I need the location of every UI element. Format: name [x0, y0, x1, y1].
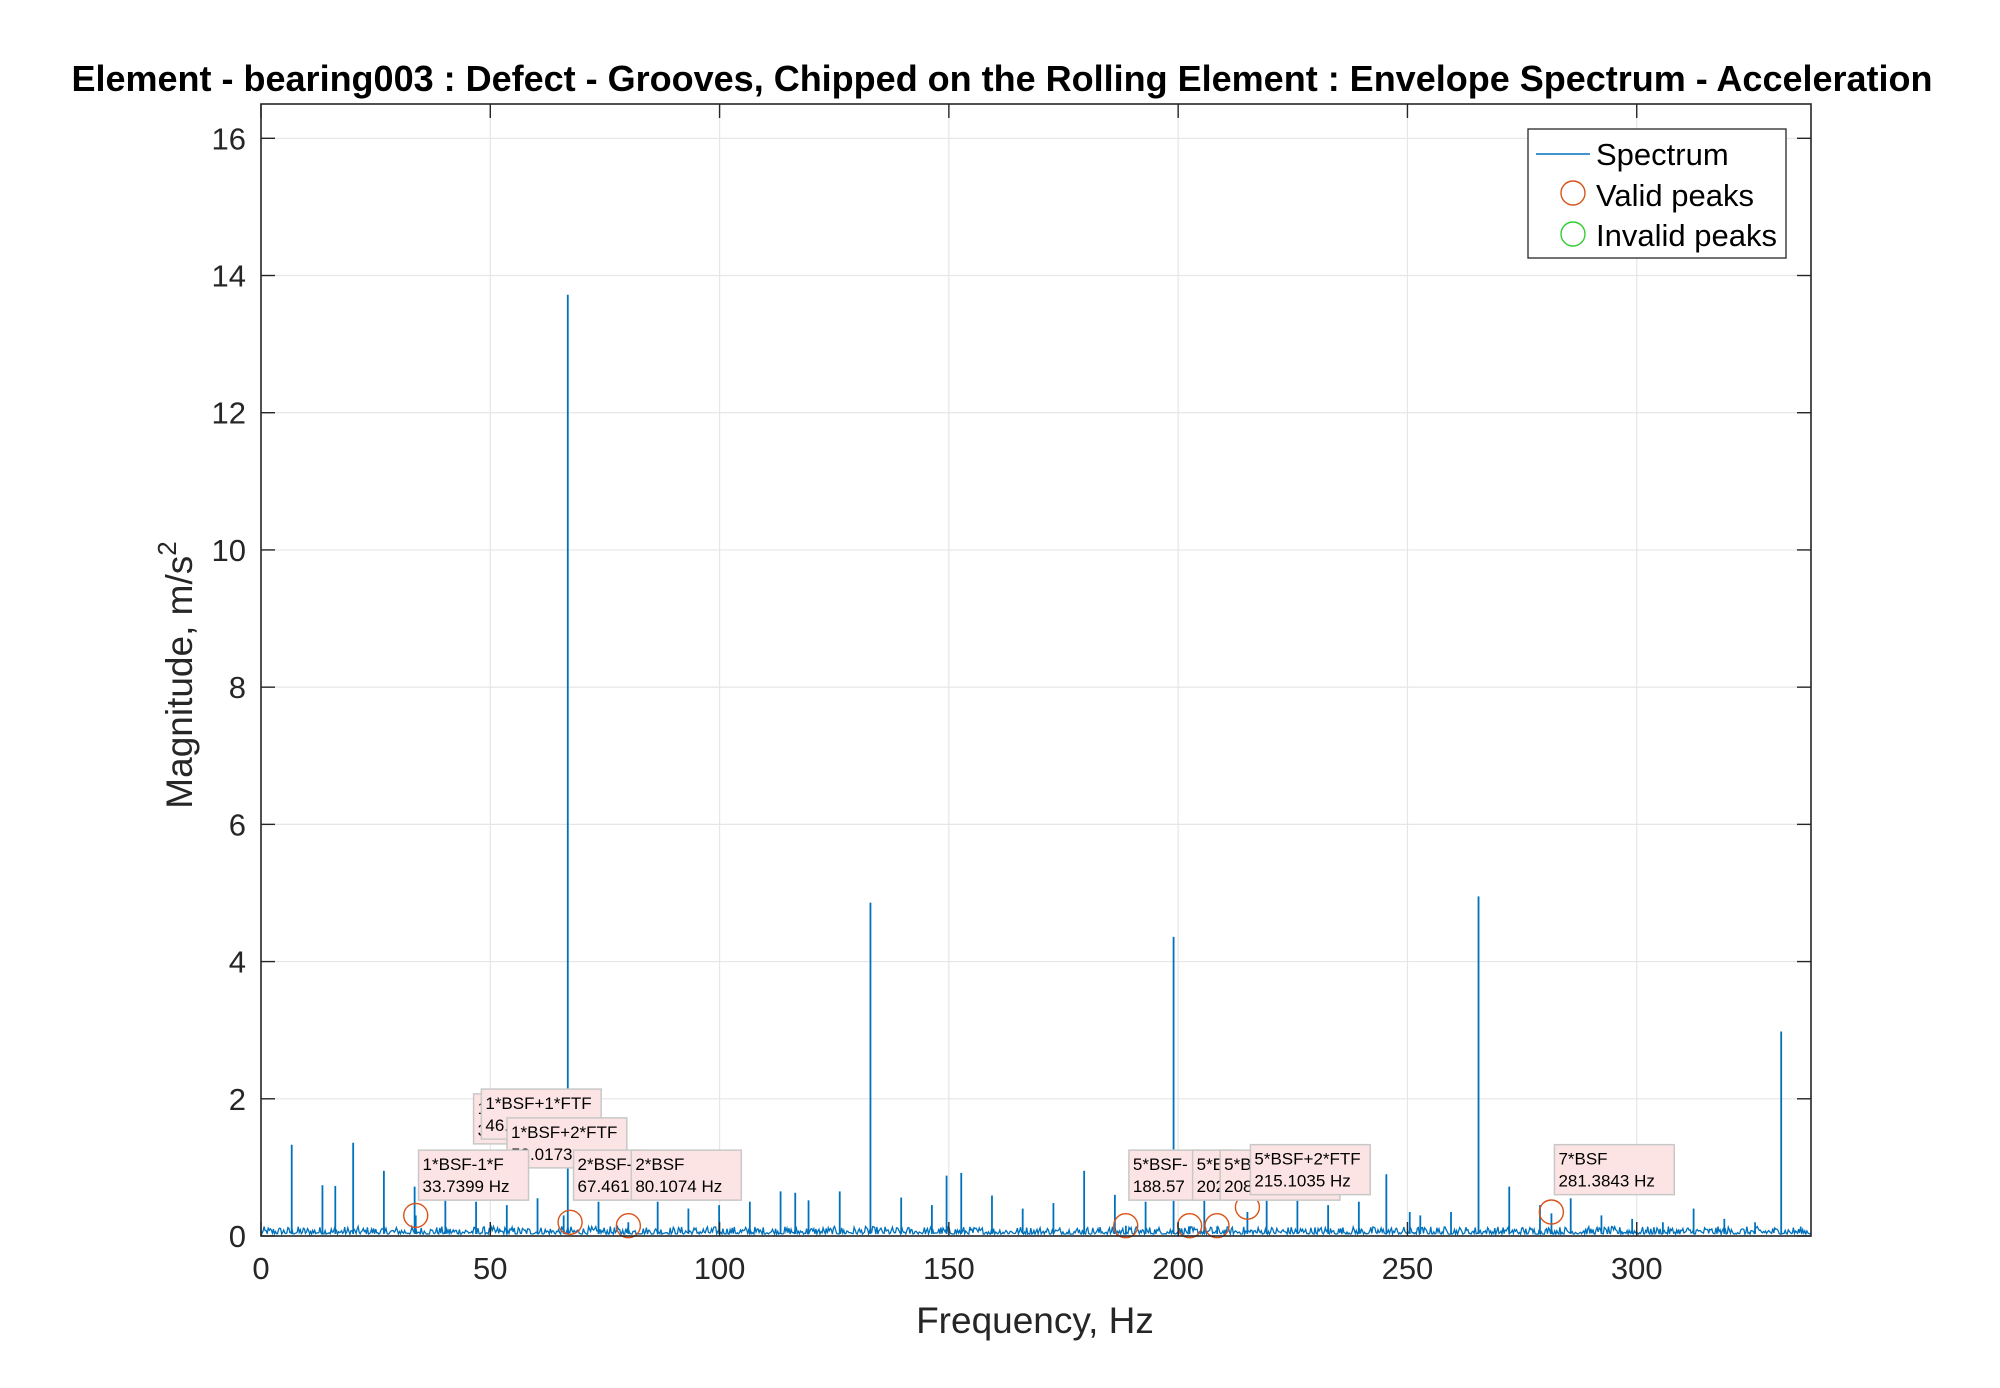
x-tick-label: 150 — [923, 1251, 975, 1286]
y-tick-label: 8 — [229, 670, 246, 705]
x-tick-label: 200 — [1152, 1251, 1204, 1286]
axis-ticks: 0 50 100 150 200 250 300 0 2 4 6 8 10 12 14 16 — [212, 104, 1811, 1286]
legend-item-invalid-peaks: Invalid peaks — [1596, 218, 1777, 253]
y-axis-label: Magnitude, m/s2 — [152, 541, 200, 808]
peak-annotation: 2*BSF 80.1074 Hz — [630, 1149, 743, 1201]
annotation-frequency: 46. — [485, 1116, 509, 1135]
annotation-label: 2*BSF — [635, 1155, 684, 1174]
annotation-label: 5*B — [1224, 1155, 1251, 1174]
annotation-frequency: 67.461 — [578, 1177, 630, 1196]
annotation-frequency: 202 — [1197, 1177, 1225, 1196]
annotation-box — [1553, 1143, 1675, 1196]
legend-invalid-circle-icon — [1560, 221, 1586, 247]
annotation-label: 1*BSF+1*FTF — [485, 1094, 591, 1113]
legend: Spectrum Valid peaks Invalid peaks — [1527, 128, 1787, 259]
annotation-label: 1*BSF+2*FTF — [511, 1123, 617, 1142]
annotation-label: 7*BSF — [1558, 1150, 1607, 1169]
valid-peak-marker — [1176, 1213, 1203, 1239]
valid-peak-marker — [1204, 1213, 1230, 1239]
x-tick-label: 250 — [1382, 1251, 1434, 1286]
plot-area — [260, 103, 1812, 1237]
x-tick-label: 100 — [694, 1251, 746, 1286]
peak-annotation: 7*BSF 281.3843 Hz — [1553, 1143, 1675, 1196]
y-tick-label: 6 — [229, 807, 246, 842]
x-tick-label: 0 — [252, 1251, 269, 1286]
valid-peak-marker — [557, 1209, 583, 1235]
y-tick-label: 14 — [212, 259, 246, 294]
x-axis-label: Frequency, Hz — [916, 1300, 1154, 1341]
annotation-box — [1249, 1143, 1371, 1196]
annotation-frequency: 281.3843 Hz — [1558, 1172, 1654, 1191]
peak-annotation: 1*BSF-1*F 33.7399 Hz — [417, 1149, 530, 1201]
annotation-frequency: 188.57 — [1133, 1177, 1185, 1196]
annotation-frequency: 33.7399 Hz — [423, 1177, 510, 1196]
x-tick-label: 300 — [1611, 1251, 1663, 1286]
annotation-label: 5*BSF- — [1133, 1155, 1188, 1174]
legend-item-valid-peaks: Valid peaks — [1596, 178, 1754, 213]
peak-annotation: 5*BSF+2*FTF 215.1035 Hz — [1249, 1143, 1371, 1196]
annotation-label: 2*BSF- — [578, 1155, 633, 1174]
valid-peak-marker — [403, 1202, 429, 1229]
y-tick-label: 0 — [229, 1219, 246, 1254]
y-axis-label-superscript: 2 — [152, 541, 182, 555]
legend-valid-circle-icon — [1560, 180, 1586, 206]
y-tick-label: 12 — [212, 396, 246, 431]
grid — [260, 104, 1811, 1237]
annotation-label: 5*B — [1197, 1155, 1224, 1174]
annotation-label: 1*BSF-1*F — [423, 1155, 504, 1174]
valid-peak-marker — [1538, 1199, 1565, 1225]
y-tick-label: 4 — [229, 945, 246, 980]
annotation-frequency: 215.1035 Hz — [1254, 1172, 1350, 1191]
y-axis-label-text: Magnitude, m/s — [159, 556, 200, 809]
legend-box — [1527, 128, 1787, 259]
spectrum-noise-floor — [260, 1224, 1812, 1237]
legend-item-spectrum: Spectrum — [1596, 137, 1729, 172]
peak-annotation: 5*BSF- 188.57 — [1128, 1149, 1201, 1201]
y-tick-label: 10 — [212, 533, 246, 568]
valid-peak-marker — [615, 1213, 642, 1239]
spectrum-series — [260, 294, 1812, 1237]
valid-peak-markers — [403, 1194, 1565, 1239]
chart-title: Element - bearing003 : Defect - Grooves,… — [71, 58, 1932, 99]
y-tick-label: 2 — [229, 1082, 246, 1117]
y-tick-label: 16 — [212, 121, 246, 156]
annotation-box — [1128, 1149, 1201, 1201]
annotation-box — [630, 1149, 743, 1201]
valid-peak-marker — [1113, 1213, 1139, 1239]
annotation-label: 5*BSF+2*FTF — [1254, 1150, 1360, 1169]
annotation-box — [417, 1149, 530, 1201]
peak-annotations: 1*B39.1*BSF+1*FTF46.1*BSF+2*FTF53.01731*… — [417, 1088, 1675, 1201]
x-tick-label: 50 — [473, 1251, 507, 1286]
annotation-frequency: 80.1074 Hz — [635, 1177, 722, 1196]
